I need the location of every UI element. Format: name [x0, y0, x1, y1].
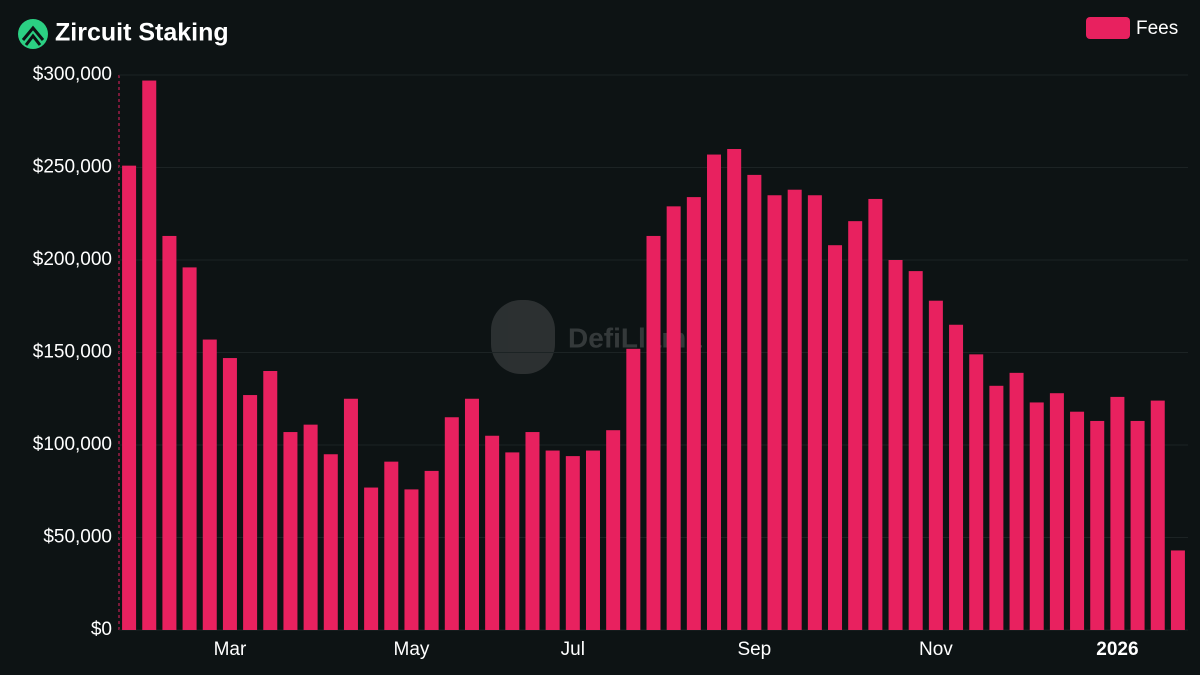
- bar: [505, 452, 520, 630]
- bar: [989, 385, 1004, 630]
- x-tick-label: May: [394, 639, 430, 660]
- bar: [464, 398, 479, 630]
- bar: [404, 489, 419, 630]
- x-tick-label: Nov: [919, 639, 953, 660]
- y-tick-label: $0: [91, 619, 112, 640]
- bar: [969, 354, 984, 630]
- bar: [928, 300, 943, 630]
- bar: [1110, 396, 1125, 630]
- bar: [747, 174, 762, 630]
- watermark-text: DefiLlama: [568, 322, 702, 353]
- bar: [585, 450, 600, 630]
- bar: [343, 398, 358, 630]
- bar: [666, 206, 681, 630]
- y-tick-label: $100,000: [33, 434, 112, 455]
- bar: [1130, 420, 1145, 630]
- bar: [626, 348, 641, 630]
- logo: [18, 19, 48, 49]
- bar: [485, 435, 500, 630]
- bar: [263, 371, 278, 630]
- bar: [848, 221, 863, 630]
- y-tick-label: $50,000: [43, 527, 112, 548]
- bar: [707, 154, 722, 631]
- bar: [1009, 372, 1024, 630]
- bar: [222, 358, 237, 630]
- bar: [525, 432, 540, 630]
- bar: [565, 456, 580, 630]
- bar: [243, 395, 258, 630]
- bar: [364, 487, 379, 630]
- y-tick-label: $300,000: [33, 64, 112, 85]
- bar: [686, 197, 701, 630]
- chart-title: Zircuit Staking: [55, 19, 229, 47]
- bar: [606, 430, 621, 630]
- bar: [323, 454, 338, 630]
- x-tick-label: Sep: [737, 639, 771, 660]
- bar: [202, 339, 217, 630]
- bar: [868, 198, 883, 630]
- bar: [828, 245, 843, 630]
- bar: [807, 195, 822, 630]
- bar: [1049, 393, 1064, 630]
- bar: [384, 461, 399, 630]
- legend-swatch: [1086, 17, 1130, 39]
- bar: [949, 324, 964, 630]
- bar: [1170, 550, 1185, 630]
- bar: [162, 235, 177, 630]
- x-tick-label: Mar: [214, 639, 247, 660]
- bar: [1150, 400, 1165, 630]
- y-tick-label: $250,000: [33, 157, 112, 178]
- bar: [888, 260, 903, 630]
- bar: [303, 424, 318, 630]
- x-tick-label: 2026: [1096, 639, 1138, 660]
- bar: [545, 450, 560, 630]
- bar: [142, 80, 157, 631]
- legend-label: Fees: [1136, 18, 1178, 39]
- bar: [1029, 402, 1044, 630]
- bar: [908, 271, 923, 630]
- bar: [767, 195, 782, 630]
- bar: [444, 417, 459, 630]
- x-tick-label: Jul: [561, 639, 585, 660]
- bar: [727, 149, 742, 630]
- bar: [283, 432, 298, 630]
- bar: [646, 235, 661, 630]
- bar: [122, 165, 137, 630]
- y-tick-label: $150,000: [33, 342, 112, 363]
- bar: [1090, 420, 1105, 630]
- bar: [182, 267, 197, 630]
- y-tick-label: $200,000: [33, 249, 112, 270]
- bar: [424, 470, 439, 630]
- bar: [787, 189, 802, 630]
- bar: [1070, 411, 1085, 630]
